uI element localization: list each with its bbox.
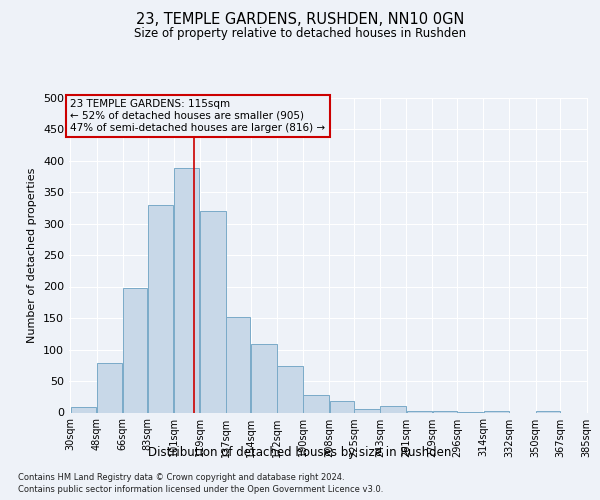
Bar <box>123 288 147 412</box>
Bar <box>407 411 432 412</box>
Text: 23, TEMPLE GARDENS, RUSHDEN, NN10 0GN: 23, TEMPLE GARDENS, RUSHDEN, NN10 0GN <box>136 12 464 28</box>
Text: 23 TEMPLE GARDENS: 115sqm
← 52% of detached houses are smaller (905)
47% of semi: 23 TEMPLE GARDENS: 115sqm ← 52% of detac… <box>70 100 326 132</box>
Bar <box>200 211 226 412</box>
Bar <box>251 344 277 412</box>
Bar <box>355 408 380 412</box>
Text: Contains public sector information licensed under the Open Government Licence v3: Contains public sector information licen… <box>18 485 383 494</box>
Bar <box>433 410 457 412</box>
Text: Size of property relative to detached houses in Rushden: Size of property relative to detached ho… <box>134 28 466 40</box>
Text: Distribution of detached houses by size in Rushden: Distribution of detached houses by size … <box>148 446 452 459</box>
Bar <box>174 168 199 412</box>
Bar <box>304 395 329 412</box>
Bar <box>329 401 353 412</box>
Bar <box>536 411 560 412</box>
Bar <box>71 408 96 412</box>
Bar <box>484 411 509 412</box>
Bar <box>380 406 406 412</box>
Bar <box>148 204 173 412</box>
Bar <box>97 364 122 412</box>
Text: Contains HM Land Registry data © Crown copyright and database right 2024.: Contains HM Land Registry data © Crown c… <box>18 472 344 482</box>
Y-axis label: Number of detached properties: Number of detached properties <box>28 168 37 342</box>
Bar <box>277 366 302 412</box>
Bar <box>226 316 250 412</box>
